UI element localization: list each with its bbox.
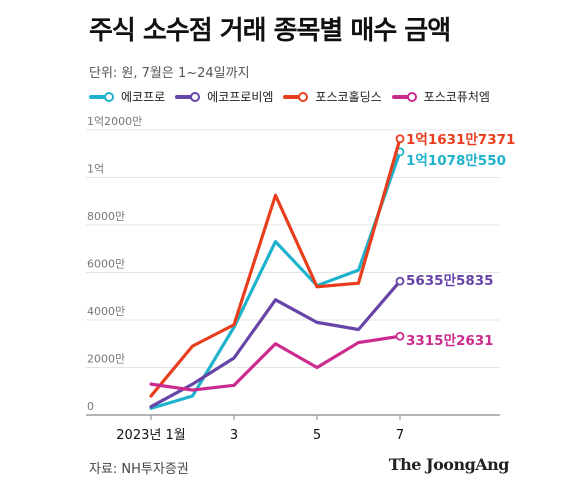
- legend: 에코프로 에코프로비엠 포스코홀딩스 포스코퓨처엠: [89, 88, 500, 105]
- series-end-point: [395, 276, 405, 286]
- series-line-1: [149, 150, 402, 410]
- legend-label: 포스코홀딩스: [315, 90, 382, 104]
- series-line-4: [149, 334, 402, 392]
- legend-item: 포스코퓨처엠: [391, 88, 490, 105]
- brand-logo: The JoongAng: [388, 455, 510, 474]
- legend-label: 포스코퓨처엠: [423, 90, 490, 104]
- data-label: 1억1631만7371: [406, 132, 515, 148]
- x-tick-label: 7: [396, 428, 404, 443]
- legend-line-icon: [391, 91, 417, 102]
- chart-title: 주식 소수점 거래 종목별 매수 금액: [89, 16, 451, 46]
- legend-line-icon: [89, 91, 114, 102]
- y-tick-label: 4000만: [87, 305, 125, 318]
- y-tick-label: 1억2000만: [87, 115, 142, 128]
- y-tick-label: 1억: [87, 163, 104, 176]
- series-line-3: [149, 137, 402, 398]
- legend-line-icon: [283, 91, 309, 102]
- legend-dot-icon: [190, 91, 201, 102]
- data-label: 3315만2631: [406, 333, 494, 349]
- legend-dot-icon: [298, 91, 309, 102]
- series-end-point: [395, 134, 405, 144]
- series-line-2: [149, 279, 402, 409]
- legend-item: 에코프로비엠: [175, 88, 273, 105]
- source-note: 자료: NH투자증권: [89, 462, 189, 477]
- series-end-point: [395, 331, 405, 341]
- legend-item: 포스코홀딩스: [283, 88, 382, 105]
- legend-item: 에코프로: [89, 88, 165, 105]
- legend-line-icon: [175, 91, 201, 102]
- chart-subtitle: 단위: 원, 7월은 1~24일까지: [89, 66, 250, 81]
- x-tick-label: 5: [313, 428, 321, 443]
- legend-label: 에코프로: [121, 90, 166, 104]
- legend-dot-icon: [104, 91, 114, 102]
- y-tick-label: 8000만: [87, 210, 125, 223]
- legend-dot-icon: [406, 91, 417, 102]
- y-tick-label: 2000만: [87, 353, 125, 366]
- legend-label: 에코프로비엠: [207, 90, 274, 104]
- y-tick-label: 6000만: [87, 258, 125, 271]
- x-tick-label: 3: [230, 428, 238, 443]
- data-label: 1억1078만550: [406, 153, 506, 169]
- data-label: 5635만5835: [406, 273, 494, 289]
- y-tick-label: 0: [87, 400, 94, 413]
- x-tick-label: 2023년 1월: [116, 428, 185, 443]
